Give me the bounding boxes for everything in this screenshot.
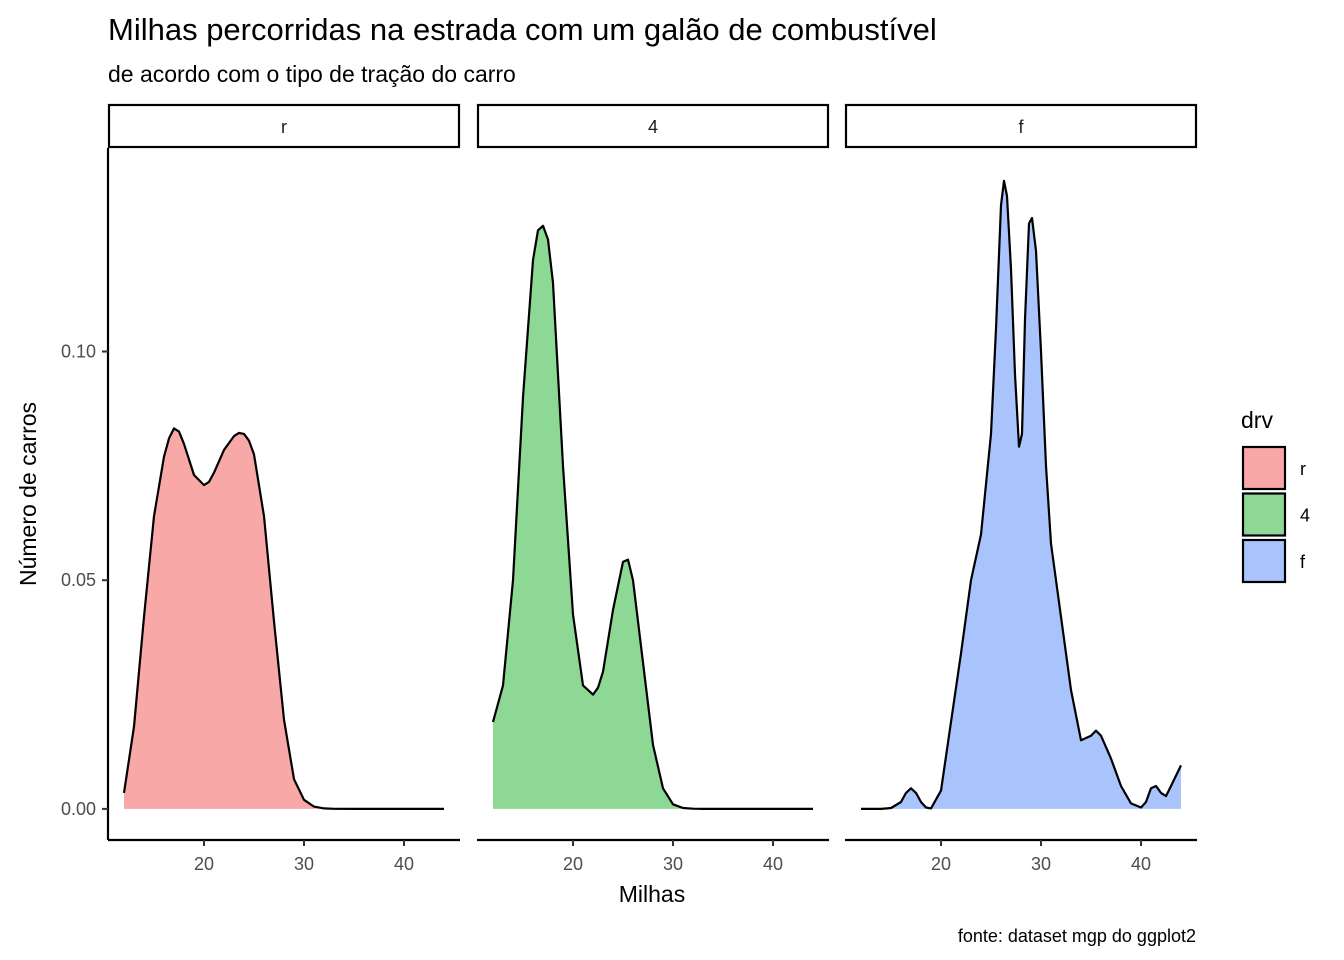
x-tick-label: 20	[194, 854, 214, 874]
x-tick-label: 40	[394, 854, 414, 874]
legend-label-f: f	[1300, 552, 1306, 572]
strip-f	[844, 103, 1198, 149]
y-tick-label: 0.05	[61, 570, 96, 590]
legend-label-4: 4	[1300, 506, 1310, 526]
panel-4: 4 20 30 40	[476, 103, 830, 874]
chart-title: Milhas percorridas na estrada com um gal…	[108, 12, 937, 47]
chart-caption: fonte: dataset mgp do ggplot2	[958, 926, 1196, 946]
density-area-r	[124, 428, 444, 809]
legend-key-r	[1241, 445, 1287, 491]
panel-r: r 20 30 40	[107, 103, 461, 874]
x-tick-label: 20	[931, 854, 951, 874]
x-tick-label: 20	[563, 854, 583, 874]
x-tick-label: 30	[663, 854, 683, 874]
density-line-r	[122, 427, 444, 810]
x-tick-label: 30	[1031, 854, 1051, 874]
y-tick-label: 0.00	[61, 799, 96, 819]
density-area-f	[861, 180, 1181, 809]
strip-label-4: 4	[648, 117, 658, 137]
density-line-f	[861, 179, 1182, 810]
strip-4	[476, 103, 830, 149]
strip-label-f: f	[1018, 117, 1024, 137]
strip-label-r: r	[281, 117, 287, 137]
facet-panels: r 20 30 40 4 20 30 40 f 20 30 40 0.00 0.05 0.10	[61, 103, 1198, 874]
x-axis-label: Milhas	[619, 881, 685, 907]
x-tick-label: 30	[294, 854, 314, 874]
legend-label-r: r	[1300, 459, 1306, 479]
density-area-4	[493, 225, 813, 809]
legend-title: drv	[1241, 407, 1273, 433]
y-axis-label: Número de carros	[15, 402, 41, 586]
legend-key-f	[1241, 538, 1287, 584]
y-tick-label: 0.10	[61, 342, 96, 362]
y-axis: 0.00 0.05 0.10	[61, 148, 110, 840]
legend-key-4	[1241, 492, 1287, 537]
strip-r	[107, 103, 461, 149]
density-line-4	[491, 224, 813, 810]
legend: drv r 4 f	[1241, 407, 1310, 584]
x-tick-label: 40	[763, 854, 783, 874]
chart-subtitle: de acordo com o tipo de tração do carro	[108, 61, 516, 87]
x-tick-label: 40	[1131, 854, 1151, 874]
panel-f: f 20 30 40	[844, 103, 1198, 874]
